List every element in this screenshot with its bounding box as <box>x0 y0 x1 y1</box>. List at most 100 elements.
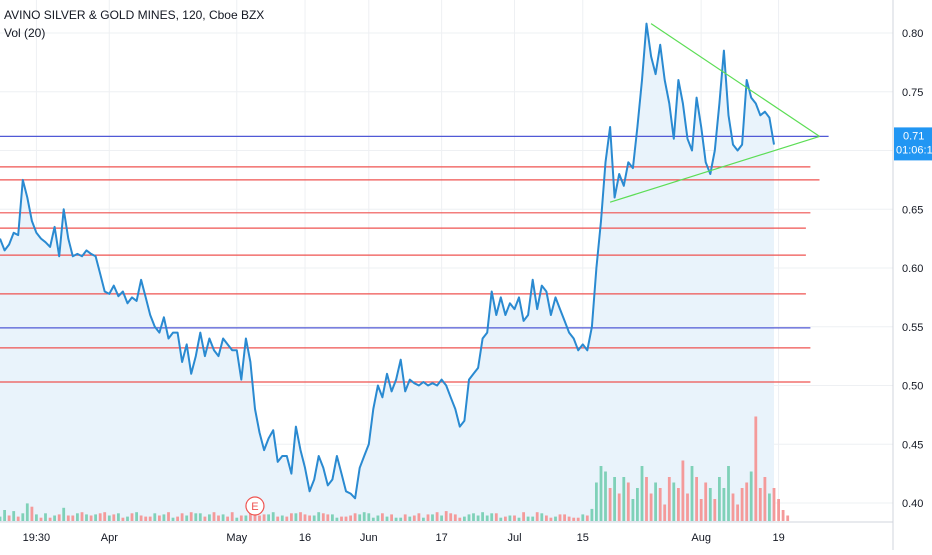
volume-bar <box>517 517 521 521</box>
price-line-group <box>0 22 775 500</box>
volume-bar <box>144 516 148 521</box>
volume-bar <box>290 513 293 521</box>
volume-bar <box>731 493 735 521</box>
symbol-title[interactable]: AVINO SILVER & GOLD MINES, 120, Cboe BZX <box>4 8 265 22</box>
volume-bar <box>326 514 330 521</box>
volume-bar <box>435 512 439 521</box>
earnings-label: E <box>251 501 258 513</box>
volume-bar <box>0 516 2 521</box>
volume-bar <box>189 512 193 521</box>
volume-bar <box>158 515 161 521</box>
volume-bar <box>667 477 671 521</box>
volume-bar <box>7 515 11 521</box>
volume-bar <box>572 517 576 521</box>
y-tick-label: 0.80 <box>902 28 923 40</box>
volume-bar <box>85 514 88 521</box>
volume-bar <box>522 512 525 521</box>
volume-bar <box>504 516 507 521</box>
volume-bar <box>340 516 343 521</box>
volume-bar <box>622 477 626 521</box>
volume-bar <box>308 515 311 521</box>
volume-bar <box>362 512 366 521</box>
volume-bar <box>449 513 453 521</box>
price-badge: 0.71 01:06:1 <box>894 127 932 161</box>
volume-bar <box>57 514 61 521</box>
x-tick-label: Jun <box>360 532 378 544</box>
triangle-upper-trendline[interactable] <box>650 23 820 137</box>
volume-bar <box>258 515 261 521</box>
volume-bar <box>394 517 398 521</box>
volume-bar <box>331 514 334 521</box>
volume-bar <box>126 516 129 521</box>
volume-bar <box>285 516 289 521</box>
volume-bar <box>299 512 302 521</box>
volume-bar <box>408 516 412 521</box>
volume-bar <box>94 514 97 521</box>
volume-bar <box>494 513 498 521</box>
volume-bar <box>786 515 790 521</box>
volume-bar <box>540 513 544 521</box>
volume-bar <box>221 514 225 521</box>
volume-bar <box>526 516 530 521</box>
volume-bar <box>194 513 198 521</box>
volume-bar <box>317 512 321 521</box>
volume-bar <box>167 512 170 521</box>
volume-bar <box>80 512 84 521</box>
volume-bar <box>672 482 676 521</box>
volume-bar <box>677 488 680 521</box>
volume-bar <box>467 514 471 521</box>
volume-bar <box>617 493 621 521</box>
volume-bar <box>558 514 562 521</box>
volume-bar <box>740 488 744 521</box>
volume-bar <box>403 514 407 521</box>
volume-bar <box>508 515 512 521</box>
volume-indicator-label[interactable]: Vol (20) <box>4 26 46 40</box>
triangle-pattern[interactable] <box>609 23 820 203</box>
volume-bar <box>139 515 143 521</box>
triangle-lower-trendline[interactable] <box>609 135 820 203</box>
y-tick-label: 0.45 <box>902 439 923 451</box>
volume-bar <box>444 511 448 521</box>
earnings-marker[interactable]: E <box>245 496 265 516</box>
bar-countdown: 01:06:1 <box>896 144 932 156</box>
volume-bar <box>549 517 553 521</box>
volume-bar <box>39 517 43 521</box>
volume-bar <box>768 493 771 521</box>
y-tick-label: 0.60 <box>902 263 923 275</box>
volume-bar <box>12 511 16 521</box>
volume-bar <box>208 514 211 521</box>
volume-bar <box>781 510 785 521</box>
horizontal-levels[interactable] <box>0 135 829 383</box>
volume-bar <box>280 515 284 521</box>
volume-bar <box>344 516 348 521</box>
volume-bar <box>16 516 20 521</box>
volume-bar <box>749 471 753 521</box>
volume-bar <box>162 514 166 521</box>
y-tick-label: 0.50 <box>902 381 923 393</box>
volume-bar <box>499 517 503 521</box>
volume-bar <box>563 514 566 521</box>
volume-bar <box>458 517 462 521</box>
volume-bar <box>226 516 229 521</box>
volume-bar <box>581 514 585 521</box>
volume-bar <box>613 477 616 521</box>
volume-bar <box>381 513 384 521</box>
volume-bar <box>417 513 421 521</box>
volume-bar <box>608 488 612 521</box>
volume-bar <box>681 460 685 521</box>
volume-bar <box>585 515 589 521</box>
volume-bar <box>758 488 762 521</box>
volume-bar <box>440 515 443 521</box>
volume-bar <box>25 503 29 521</box>
volume-bar <box>727 466 730 521</box>
volume-bar <box>376 515 380 521</box>
earnings-circle[interactable] <box>245 496 265 516</box>
volume-bar <box>176 516 179 521</box>
x-tick-label: Jul <box>507 532 521 544</box>
x-tick-label: 15 <box>577 532 589 544</box>
volume-bar <box>30 506 34 521</box>
x-tick-label: 19:30 <box>23 532 51 544</box>
